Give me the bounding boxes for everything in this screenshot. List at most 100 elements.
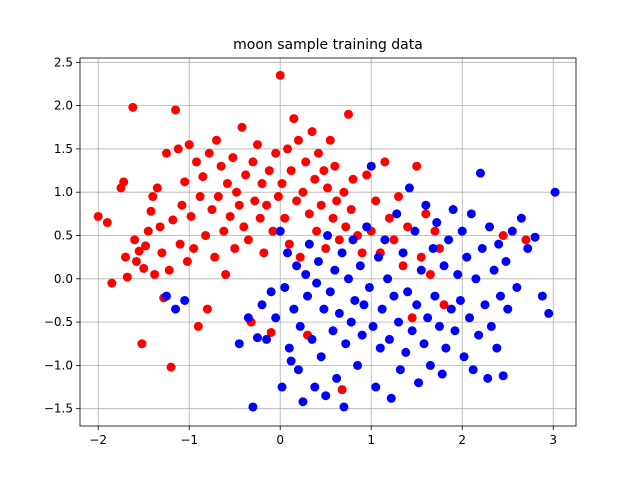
data-point-class-1 <box>530 232 540 242</box>
data-point-class-1 <box>283 248 293 258</box>
y-tick-label: 2.5 <box>54 55 73 69</box>
data-point-class-1 <box>234 339 244 349</box>
data-point-class-0 <box>143 226 153 236</box>
data-point-class-1 <box>537 291 547 301</box>
data-point-class-0 <box>357 248 367 258</box>
data-point-class-1 <box>430 291 440 301</box>
data-point-class-0 <box>321 243 331 253</box>
data-point-class-0 <box>312 226 322 236</box>
data-point-class-0 <box>221 269 231 279</box>
data-point-class-0 <box>207 205 217 215</box>
data-point-class-1 <box>319 304 329 314</box>
data-point-class-0 <box>389 235 399 245</box>
data-point-class-1 <box>310 382 320 392</box>
data-point-class-0 <box>341 222 351 232</box>
data-point-class-1 <box>330 265 340 275</box>
data-point-class-0 <box>334 235 344 245</box>
data-point-class-0 <box>150 269 160 279</box>
data-point-class-1 <box>266 287 276 297</box>
data-point-class-0 <box>330 161 340 171</box>
data-point-class-1 <box>410 226 420 236</box>
y-tick-label: −1.0 <box>44 358 73 372</box>
data-point-class-1 <box>498 371 508 381</box>
data-point-class-0 <box>521 235 531 245</box>
data-point-class-0 <box>121 252 131 262</box>
data-point-class-1 <box>455 295 465 305</box>
data-point-class-1 <box>353 360 363 370</box>
data-point-class-1 <box>439 261 449 271</box>
data-point-class-0 <box>166 362 176 372</box>
data-point-class-1 <box>486 321 496 331</box>
data-point-class-0 <box>266 327 276 337</box>
data-point-class-0 <box>430 226 440 236</box>
data-point-class-0 <box>283 144 293 154</box>
data-point-class-1 <box>301 269 311 279</box>
data-point-class-1 <box>459 352 469 362</box>
data-point-class-0 <box>243 235 253 245</box>
data-point-class-0 <box>202 304 212 314</box>
data-point-class-0 <box>195 192 205 202</box>
data-point-class-0 <box>137 339 147 349</box>
data-point-class-1 <box>375 343 385 353</box>
data-point-class-1 <box>328 326 338 336</box>
data-point-class-1 <box>401 347 411 357</box>
data-point-class-1 <box>386 393 396 403</box>
plot-frame <box>79 57 577 427</box>
data-point-class-0 <box>134 246 144 256</box>
data-point-class-1 <box>523 243 533 253</box>
data-point-class-0 <box>289 114 299 124</box>
data-point-class-0 <box>280 213 290 223</box>
data-point-class-0 <box>262 200 272 210</box>
data-point-class-1 <box>298 397 308 407</box>
data-point-class-1 <box>350 295 360 305</box>
data-point-class-0 <box>177 200 187 210</box>
x-tick-label: 1 <box>367 433 375 447</box>
data-point-class-1 <box>368 321 378 331</box>
data-point-class-1 <box>332 373 342 383</box>
data-point-class-0 <box>255 213 265 223</box>
data-point-class-0 <box>421 209 431 219</box>
data-point-class-1 <box>425 360 435 370</box>
data-point-class-0 <box>234 200 244 210</box>
data-point-class-0 <box>212 135 222 145</box>
data-point-class-1 <box>359 300 369 310</box>
data-point-class-1 <box>321 391 331 401</box>
data-point-class-1 <box>292 261 302 271</box>
data-point-class-0 <box>348 174 358 184</box>
data-point-class-0 <box>313 148 323 158</box>
data-point-class-1 <box>494 239 504 249</box>
data-point-class-0 <box>310 174 320 184</box>
data-point-class-1 <box>462 252 472 262</box>
data-point-class-0 <box>168 215 178 225</box>
data-point-class-0 <box>107 278 117 288</box>
data-point-class-1 <box>492 343 502 353</box>
data-point-class-1 <box>446 304 456 314</box>
data-point-class-0 <box>141 241 151 251</box>
data-point-class-1 <box>398 248 408 258</box>
data-point-class-0 <box>337 385 347 395</box>
data-point-class-0 <box>131 256 141 266</box>
data-point-class-1 <box>307 334 317 344</box>
data-point-class-0 <box>175 239 185 249</box>
data-point-class-1 <box>412 300 422 310</box>
chart-title: moon sample training data <box>233 37 423 53</box>
data-point-class-0 <box>425 269 435 279</box>
data-point-class-1 <box>286 356 296 366</box>
data-point-class-1 <box>474 330 484 340</box>
data-point-class-1 <box>339 402 349 412</box>
data-point-class-1 <box>448 205 458 215</box>
data-point-class-1 <box>421 200 431 210</box>
data-point-class-0 <box>439 300 449 310</box>
x-tick-label: 2 <box>458 433 466 447</box>
data-point-class-1 <box>550 187 560 197</box>
data-point-class-0 <box>343 109 353 119</box>
data-point-class-0 <box>498 231 508 241</box>
data-point-class-0 <box>295 252 305 262</box>
data-point-class-1 <box>495 291 505 301</box>
data-point-class-0 <box>252 140 262 150</box>
data-point-class-1 <box>355 261 365 271</box>
data-point-class-1 <box>374 252 384 262</box>
data-point-class-0 <box>398 261 408 271</box>
data-point-class-1 <box>323 231 333 241</box>
